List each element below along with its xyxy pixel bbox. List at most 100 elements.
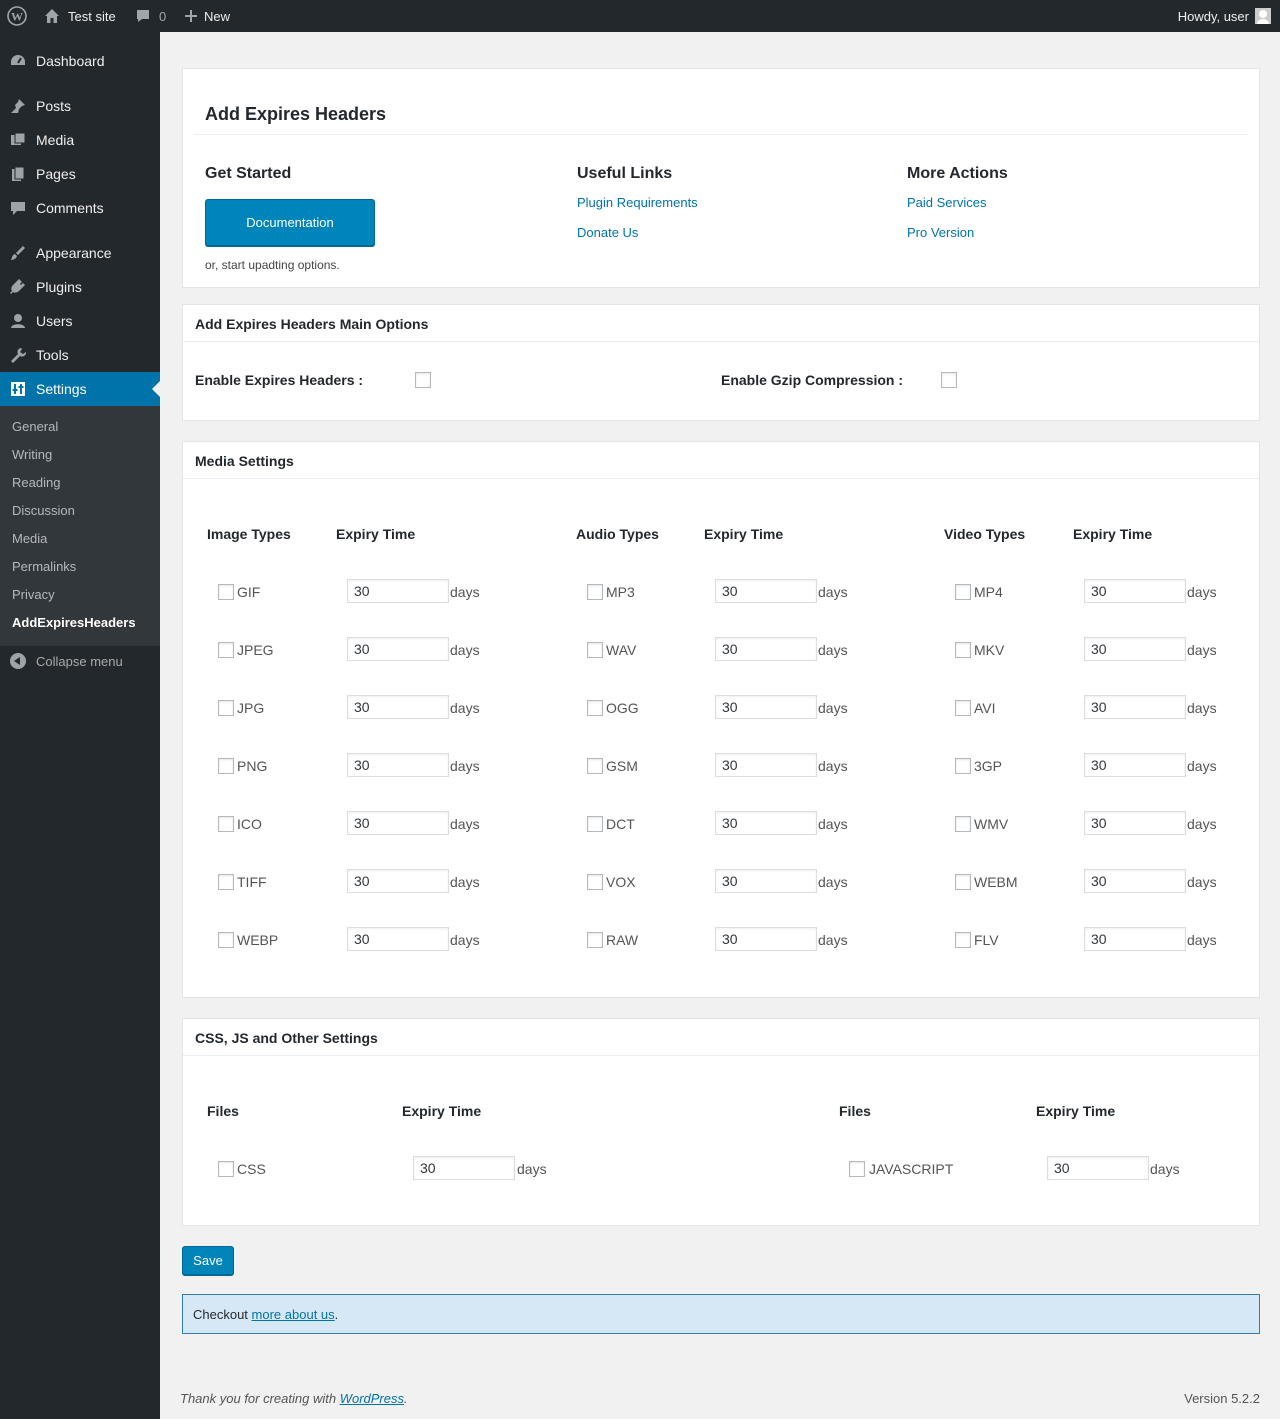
wrench-icon — [8, 345, 28, 365]
javascript-expiry-input[interactable] — [1047, 1156, 1149, 1180]
home-icon — [44, 8, 60, 24]
plus-icon — [184, 9, 198, 23]
collapse-menu-button[interactable]: Collapse menu — [0, 649, 160, 673]
webp-label: WEBP — [237, 932, 279, 948]
wordpress-link[interactable]: WordPress — [339, 1391, 404, 1406]
raw-expiry-input[interactable] — [715, 927, 817, 951]
mp3-days-label: days — [818, 584, 848, 600]
sidebar-item-tools[interactable]: Tools — [0, 338, 160, 372]
css-files-heading: Files — [207, 1103, 239, 1119]
my-account-link[interactable]: Howdy, user — [1178, 0, 1271, 32]
wmv-expiry-input[interactable] — [1084, 811, 1186, 835]
tiff-expiry-input[interactable] — [347, 869, 449, 893]
webm-days-label: days — [1187, 874, 1217, 890]
brush-icon — [8, 243, 28, 263]
enable-expires-label: Enable Expires Headers : — [195, 372, 364, 388]
sidebar-item-dashboard[interactable]: Dashboard — [0, 44, 160, 78]
submenu-reading[interactable]: Reading — [12, 475, 61, 490]
enable-gzip-checkbox[interactable] — [941, 372, 957, 388]
gif-expiry-input[interactable] — [347, 579, 449, 603]
new-content-link[interactable]: New — [184, 0, 230, 32]
plugin-requirements-link[interactable]: Plugin Requirements — [577, 195, 698, 210]
gsm-expiry-input[interactable] — [715, 753, 817, 777]
collapse-label: Collapse menu — [36, 653, 123, 669]
mp3-expiry-input[interactable] — [715, 579, 817, 603]
css-checkbox[interactable] — [218, 1161, 234, 1177]
submenu-discussion[interactable]: Discussion — [12, 503, 75, 518]
jpg-expiry-input[interactable] — [347, 695, 449, 719]
webm-checkbox[interactable] — [955, 874, 971, 890]
mkv-label: MKV — [974, 642, 1005, 658]
jpg-checkbox[interactable] — [218, 700, 234, 716]
jpeg-expiry-input[interactable] — [347, 637, 449, 661]
submenu-privacy[interactable]: Privacy — [12, 587, 55, 602]
wmv-days-label: days — [1187, 816, 1217, 832]
javascript-checkbox[interactable] — [849, 1161, 865, 1177]
documentation-button[interactable]: Documentation — [205, 199, 375, 246]
png-expiry-input[interactable] — [347, 753, 449, 777]
gif-checkbox[interactable] — [218, 584, 234, 600]
sidebar-item-comments[interactable]: Comments — [0, 191, 160, 225]
submenu-writing[interactable]: Writing — [12, 447, 53, 462]
sidebar-item-label: Dashboard — [36, 53, 105, 69]
mp3-checkbox[interactable] — [587, 584, 603, 600]
vox-checkbox[interactable] — [587, 874, 603, 890]
jpeg-checkbox[interactable] — [218, 642, 234, 658]
wordpress-logo-icon[interactable]: W — [7, 0, 27, 32]
png-checkbox[interactable] — [218, 758, 234, 774]
wav-checkbox[interactable] — [587, 642, 603, 658]
css-expiry-input[interactable] — [413, 1156, 515, 1180]
donate-us-link[interactable]: Donate Us — [577, 225, 639, 240]
flv-checkbox[interactable] — [955, 932, 971, 948]
save-button[interactable]: Save — [182, 1246, 234, 1275]
submenu-permalinks[interactable]: Permalinks — [12, 559, 77, 574]
pro-version-link[interactable]: Pro Version — [907, 225, 975, 240]
webm-expiry-input[interactable] — [1084, 869, 1186, 893]
tiff-checkbox[interactable] — [218, 874, 234, 890]
webp-expiry-input[interactable] — [347, 927, 449, 951]
audio-types-heading: Audio Types — [576, 526, 659, 542]
flv-expiry-input[interactable] — [1084, 927, 1186, 951]
ico-expiry-input[interactable] — [347, 811, 449, 835]
vox-expiry-input[interactable] — [715, 869, 817, 893]
dct-expiry-input[interactable] — [715, 811, 817, 835]
sidebar-item-posts[interactable]: Posts — [0, 89, 160, 123]
avi-expiry-input[interactable] — [1084, 695, 1186, 719]
wav-expiry-input[interactable] — [715, 637, 817, 661]
mkv-checkbox[interactable] — [955, 642, 971, 658]
webp-checkbox[interactable] — [218, 932, 234, 948]
raw-checkbox[interactable] — [587, 932, 603, 948]
submenu-addexpiresheaders[interactable]: AddExpiresHeaders — [12, 615, 136, 630]
javascript-days-label: days — [1150, 1161, 1180, 1177]
sidebar-item-appearance[interactable]: Appearance — [0, 236, 160, 270]
paid-services-link[interactable]: Paid Services — [907, 195, 987, 210]
avi-checkbox[interactable] — [955, 700, 971, 716]
enable-expires-checkbox[interactable] — [415, 372, 431, 388]
comments-link[interactable]: 0 — [135, 0, 166, 32]
mp4-expiry-input[interactable] — [1084, 579, 1186, 603]
submenu-general[interactable]: General — [12, 419, 59, 434]
sidebar-item-users[interactable]: Users — [0, 304, 160, 338]
raw-days-label: days — [818, 932, 848, 948]
ico-checkbox[interactable] — [218, 816, 234, 832]
submenu-media[interactable]: Media — [12, 531, 48, 546]
ogg-expiry-input[interactable] — [715, 695, 817, 719]
sidebar-item-label: Appearance — [36, 245, 112, 261]
gsm-days-label: days — [818, 758, 848, 774]
wav-label: WAV — [606, 642, 637, 658]
ogg-checkbox[interactable] — [587, 700, 603, 716]
sidebar-item-plugins[interactable]: Plugins — [0, 270, 160, 304]
sidebar-item-pages[interactable]: Pages — [0, 157, 160, 191]
sidebar-item-label: Comments — [36, 200, 104, 216]
mkv-expiry-input[interactable] — [1084, 637, 1186, 661]
3gp-checkbox[interactable] — [955, 758, 971, 774]
gsm-checkbox[interactable] — [587, 758, 603, 774]
mp4-checkbox[interactable] — [955, 584, 971, 600]
dct-checkbox[interactable] — [587, 816, 603, 832]
wmv-checkbox[interactable] — [955, 816, 971, 832]
site-name-link[interactable]: Test site — [44, 0, 116, 32]
more-about-us-link[interactable]: more about us — [251, 1306, 335, 1322]
sidebar-item-settings[interactable]: Settings — [0, 372, 160, 406]
3gp-expiry-input[interactable] — [1084, 753, 1186, 777]
sidebar-item-media[interactable]: Media — [0, 123, 160, 157]
